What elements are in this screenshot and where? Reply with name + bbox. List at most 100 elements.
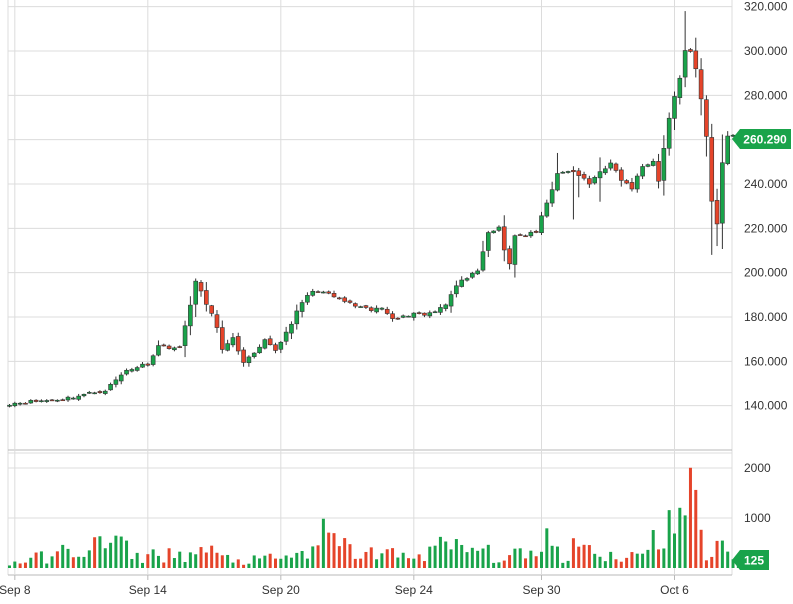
candle (592, 175, 598, 185)
candle-body (65, 396, 71, 401)
price-tick-label: 140.000 (744, 399, 788, 413)
candle-body (315, 291, 321, 293)
candle (124, 368, 129, 376)
candle (289, 321, 294, 340)
volume-tick-label: 2000 (744, 461, 771, 475)
candle (432, 310, 438, 314)
candle-body (129, 369, 135, 372)
candle (411, 312, 417, 321)
volume-bar (582, 544, 586, 568)
volume-bars (8, 467, 740, 568)
candle-body (299, 302, 305, 312)
candle-body (432, 311, 438, 314)
volume-bar (646, 549, 650, 568)
volume-bar (603, 561, 607, 568)
candle (209, 304, 214, 317)
candle-body (390, 313, 395, 319)
candle (321, 290, 326, 294)
volume-bar (8, 565, 11, 568)
volume-bar (34, 552, 38, 568)
candle (634, 173, 640, 193)
candle (358, 305, 363, 308)
candle-body (97, 391, 103, 394)
time-tick-label: Sep 20 (262, 583, 300, 597)
candle-body (379, 307, 385, 310)
volume-bar (130, 558, 134, 568)
volume-bar (55, 551, 59, 568)
candle-body (427, 312, 433, 317)
volume-bar (119, 536, 123, 568)
volume-bar (534, 556, 538, 568)
volume-bar (114, 535, 118, 568)
volume-bar (417, 554, 421, 568)
volume-bar (657, 549, 661, 568)
candle-body (230, 337, 236, 346)
candle-body (209, 305, 214, 314)
gridlines (7, 0, 733, 576)
volume-bar (220, 555, 224, 568)
candle-body (273, 344, 278, 351)
volume-bar (524, 558, 528, 568)
price-tick-label: 180.000 (744, 310, 788, 324)
candle-body (475, 270, 480, 275)
volume-bar (529, 550, 533, 568)
volume-bar (635, 553, 639, 568)
candle-body (166, 345, 172, 349)
volume-bar (391, 548, 395, 568)
volume-bar (683, 515, 687, 568)
candle-body (608, 162, 613, 169)
volume-bar (571, 538, 575, 568)
candle-body (305, 295, 310, 303)
candle (305, 292, 310, 305)
candle (273, 342, 278, 354)
volume-bar (305, 558, 309, 568)
candle-body (634, 175, 640, 190)
candle (693, 37, 699, 78)
candle-body (576, 170, 582, 176)
volume-bar (731, 559, 735, 568)
candle (549, 181, 555, 207)
candle (156, 340, 161, 357)
volume-bar (316, 545, 320, 568)
volume-bar (268, 553, 272, 568)
candle (523, 234, 528, 238)
candle (166, 344, 172, 350)
volume-bar (135, 552, 139, 568)
candle (464, 277, 470, 282)
volume-bar (172, 558, 176, 568)
volume-bar (678, 507, 682, 568)
volume-bar (428, 546, 432, 568)
volume-bar (513, 548, 517, 568)
candle (672, 91, 677, 130)
candle (294, 304, 300, 330)
candle-body (517, 234, 523, 236)
candle (384, 306, 390, 315)
volume-bar (348, 544, 352, 568)
volume-bar (242, 564, 246, 568)
time-tick-label: Sep 24 (395, 583, 433, 597)
candle (709, 123, 715, 255)
candle-body (92, 392, 97, 395)
candle (342, 296, 347, 304)
candle (299, 299, 305, 318)
volume-bar (45, 563, 49, 568)
candle (310, 288, 316, 297)
volume-bar (396, 557, 400, 568)
candle (608, 159, 613, 171)
candle-body (539, 215, 544, 234)
candle-body (347, 300, 353, 303)
candle (44, 399, 50, 403)
last-price-badge-bg (732, 129, 791, 150)
candle-body (71, 397, 76, 400)
volume-bar (125, 540, 129, 568)
badges: 260.290 125 (732, 129, 791, 570)
candle-body (267, 338, 273, 346)
candle (544, 199, 550, 218)
candle-body (725, 135, 731, 164)
volume-bar (497, 562, 501, 568)
volume-bar (614, 559, 618, 568)
volume-bar (82, 556, 86, 568)
volume-bar (492, 562, 496, 568)
volume-bar (688, 467, 692, 568)
